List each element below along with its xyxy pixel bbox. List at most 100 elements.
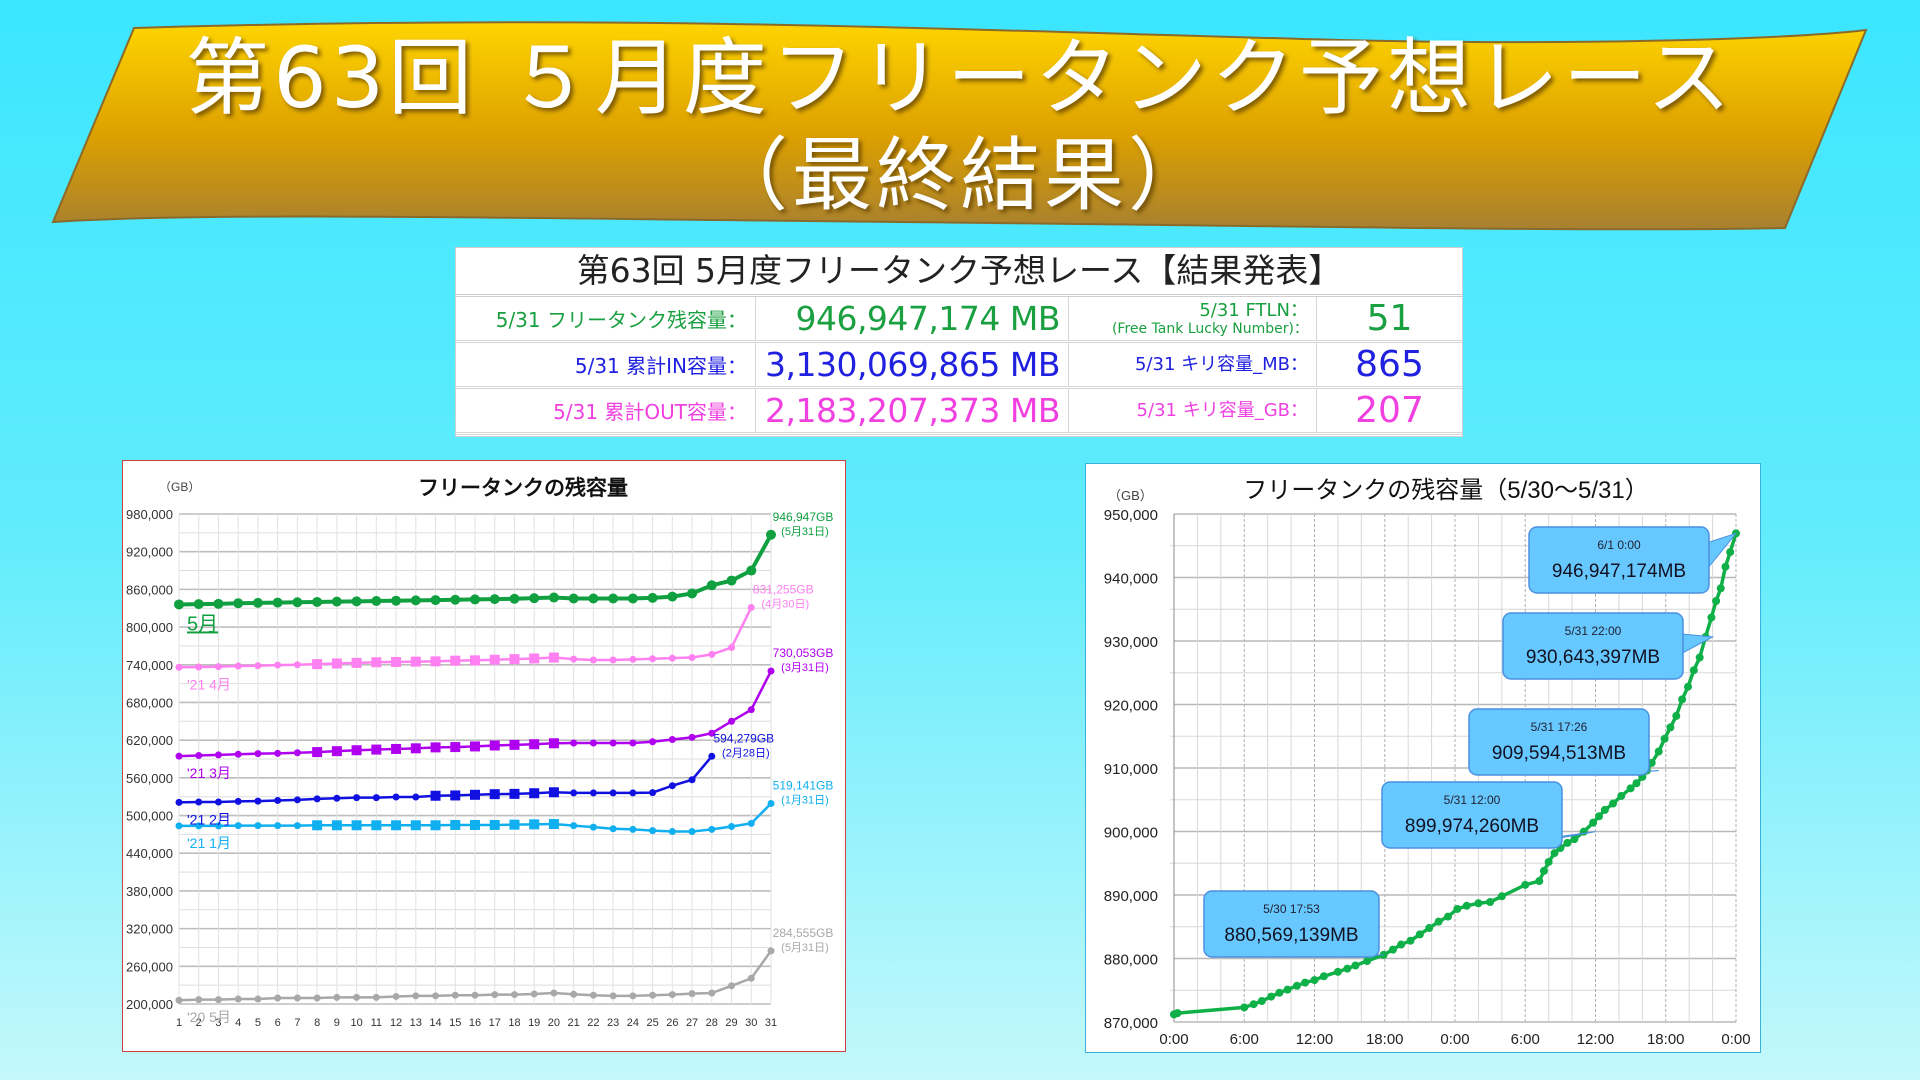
data-point <box>509 788 520 799</box>
callout-value: 930,643,397MB <box>1526 647 1660 668</box>
data-point <box>688 733 696 741</box>
series-end-date-label: (3月31日) <box>781 662 829 674</box>
data-point <box>667 591 678 602</box>
data-point <box>747 603 755 611</box>
data-point <box>1453 904 1462 913</box>
y-tick-label: 260,000 <box>126 959 173 974</box>
kiri-gb-label: 5/31 キリ容量_GB： <box>1069 389 1317 432</box>
data-point <box>489 789 500 800</box>
data-point <box>292 597 303 608</box>
data-point <box>351 820 362 831</box>
data-point <box>1462 901 1471 910</box>
data-point <box>609 739 617 747</box>
kiri-gb-label-main: 5/31 キリ容量_GB： <box>1136 399 1308 421</box>
data-point <box>1425 924 1434 933</box>
data-point <box>331 658 342 669</box>
data-point <box>1240 1003 1249 1012</box>
data-point <box>647 592 658 603</box>
data-point <box>489 654 500 665</box>
data-point <box>1257 997 1266 1006</box>
y-tick-label: 900,000 <box>1104 825 1158 842</box>
x-tick-label: 8 <box>314 1017 320 1029</box>
data-point <box>1660 734 1669 743</box>
y-tick-label: 920,000 <box>1104 698 1158 715</box>
x-tick-label: 6 <box>275 1017 281 1029</box>
data-point <box>450 819 461 830</box>
data-point <box>1654 747 1663 756</box>
data-point <box>668 654 676 662</box>
data-point <box>391 595 402 606</box>
data-point <box>728 823 736 831</box>
data-point <box>272 597 283 608</box>
data-point <box>589 656 597 664</box>
x-tick-label: 0:00 <box>1159 1031 1188 1048</box>
data-point <box>529 788 540 799</box>
data-point <box>1535 877 1544 886</box>
y-tick-label: 500,000 <box>126 809 173 824</box>
data-point <box>252 597 263 608</box>
x-tick-label: 13 <box>410 1017 422 1029</box>
data-point <box>629 825 637 833</box>
data-point <box>767 667 775 675</box>
data-point <box>588 593 599 604</box>
banner-subtitle: （最終結果） <box>708 129 1212 222</box>
x-tick-label: 0:00 <box>1440 1031 1469 1048</box>
ftln-value: 51 <box>1366 298 1413 339</box>
y-tick-label: 870,000 <box>1104 1015 1158 1032</box>
data-point <box>470 789 480 800</box>
data-point <box>371 744 382 755</box>
y-tick-label: 890,000 <box>1104 888 1158 905</box>
data-point <box>331 820 342 831</box>
x-tick-label: 3 <box>215 1017 221 1029</box>
final-two-days-chart: フリータンクの残容量（5/30～5/31） （GB） 870,000 880,00… <box>1085 463 1761 1053</box>
data-point <box>687 588 698 599</box>
data-point <box>1434 917 1443 926</box>
data-point <box>391 743 402 754</box>
data-point <box>293 796 301 804</box>
data-point <box>391 656 402 667</box>
data-point <box>608 593 619 604</box>
ftln-label: 5/31 FTLN： (Free Tank Lucky Number)： <box>1069 297 1317 340</box>
data-point <box>767 947 775 955</box>
data-point <box>254 995 262 1003</box>
data-point <box>214 798 222 806</box>
x-tick-label: 6:00 <box>1230 1031 1259 1048</box>
data-point <box>293 822 301 830</box>
data-point <box>1716 584 1725 593</box>
data-point <box>1497 892 1506 901</box>
data-point <box>570 789 578 797</box>
data-point <box>1563 838 1572 847</box>
data-point <box>767 800 775 808</box>
data-point <box>1343 964 1352 973</box>
x-tick-label: 21 <box>568 1017 580 1029</box>
y-tick-label: 440,000 <box>126 846 173 861</box>
data-point <box>450 594 461 605</box>
data-point <box>1351 961 1360 970</box>
data-point <box>214 663 222 671</box>
x-tick-label: 23 <box>607 1017 619 1029</box>
data-point <box>568 593 579 604</box>
data-point <box>1415 930 1424 939</box>
data-point <box>214 751 222 759</box>
ftln-label-sub: (Free Tank Lucky Number)： <box>1111 320 1308 337</box>
series-name-label: '21 1月 <box>187 835 231 851</box>
data-point <box>489 594 500 605</box>
data-point <box>570 822 578 830</box>
y-tick-label: 800,000 <box>126 620 173 635</box>
data-point <box>570 990 578 998</box>
callout-value: 909,594,513MB <box>1492 743 1626 764</box>
data-point <box>529 819 540 830</box>
data-point <box>353 794 361 802</box>
data-point <box>629 739 637 747</box>
data-point <box>1301 978 1310 987</box>
data-point <box>747 819 755 827</box>
data-point <box>372 993 380 1001</box>
data-point <box>609 992 617 1000</box>
data-point <box>430 790 441 801</box>
series-end-date-label: (5月31日) <box>781 526 829 538</box>
data-point <box>1695 653 1704 662</box>
data-point <box>430 742 441 753</box>
data-point <box>1406 936 1415 945</box>
series-name-label: '20 5月 <box>187 1009 231 1025</box>
x-tick-label: 14 <box>429 1017 441 1029</box>
